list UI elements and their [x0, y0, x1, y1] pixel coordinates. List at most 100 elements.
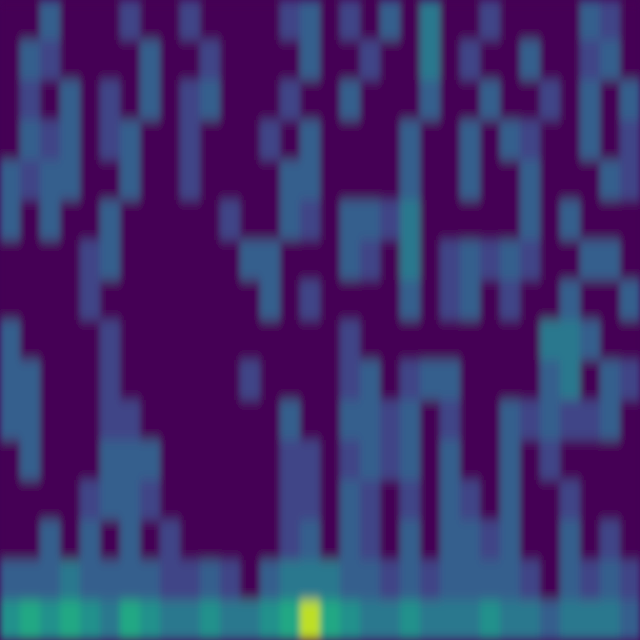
heatmap-cell	[560, 480, 581, 521]
heatmap-cell	[540, 400, 561, 441]
heatmap-cell	[560, 200, 581, 241]
heatmap-cell	[160, 160, 181, 201]
heatmap-cell	[60, 600, 81, 640]
heatmap-cell	[80, 280, 101, 321]
heatmap-cell	[260, 520, 281, 561]
heatmap-cell	[560, 560, 581, 601]
heatmap-cell	[540, 120, 561, 161]
heatmap-cell	[320, 40, 341, 81]
heatmap-cell	[560, 360, 581, 401]
heatmap-cell	[280, 480, 301, 521]
heatmap-cell	[360, 440, 381, 481]
heatmap-cell	[400, 440, 421, 481]
heatmap-cell	[60, 320, 81, 361]
heatmap-cell	[400, 360, 421, 401]
heatmap-cell	[60, 40, 81, 81]
heatmap-cell	[420, 240, 441, 281]
heatmap-cell	[260, 560, 281, 601]
heatmap-cell	[0, 280, 21, 321]
heatmap-cell	[580, 80, 601, 121]
heatmap-cell	[340, 40, 361, 81]
heatmap-cell	[520, 40, 541, 81]
heatmap-cell	[480, 360, 501, 401]
heatmap-cell	[420, 440, 441, 481]
heatmap-cell	[460, 400, 481, 441]
heatmap-cell	[240, 200, 261, 241]
heatmap-cell	[440, 280, 461, 321]
heatmap-cell	[20, 600, 41, 640]
heatmap-cell	[120, 40, 141, 81]
heatmap-cell	[400, 160, 421, 201]
heatmap-cell	[0, 120, 21, 161]
heatmap-cell	[240, 600, 261, 640]
heatmap-cell	[460, 120, 481, 161]
heatmap-cell	[400, 400, 421, 441]
chart	[0, 0, 640, 640]
heatmap-cell	[540, 0, 561, 41]
heatmap-cell	[620, 40, 640, 81]
heatmap-cell	[460, 520, 481, 561]
heatmap-cell	[0, 40, 21, 81]
heatmap-cell	[440, 0, 461, 41]
heatmap-cell	[540, 320, 561, 361]
heatmap-cell	[180, 0, 201, 41]
heatmap-cell	[620, 320, 640, 361]
heatmap-cell	[500, 0, 521, 41]
heatmap-cell	[260, 240, 281, 281]
heatmap-cell	[400, 0, 421, 41]
heatmap-cell	[500, 280, 521, 321]
heatmap-cell	[420, 520, 441, 561]
heatmap-cell	[320, 280, 341, 321]
heatmap-cell	[480, 40, 501, 81]
heatmap-cell	[520, 360, 541, 401]
heatmap-cell	[500, 160, 521, 201]
heatmap-cell	[360, 480, 381, 521]
heatmap-cell	[140, 240, 161, 281]
heatmap-cell	[120, 400, 141, 441]
heatmap-cell	[240, 520, 261, 561]
heatmap-cell	[180, 600, 201, 640]
heatmap-cell	[540, 600, 561, 640]
heatmap-cell	[540, 560, 561, 601]
heatmap-cell	[440, 440, 461, 481]
heatmap-cell	[520, 320, 541, 361]
heatmap-cell	[440, 520, 461, 561]
heatmap-cell	[100, 240, 121, 281]
heatmap-cell	[520, 80, 541, 121]
heatmap-cell	[580, 200, 601, 241]
heatmap-cell	[140, 320, 161, 361]
heatmap-cell	[560, 0, 581, 41]
heatmap-cell	[0, 0, 21, 41]
heatmap-cell	[380, 480, 401, 521]
heatmap-cell	[280, 80, 301, 121]
heatmap-cell	[200, 160, 221, 201]
heatmap-cell	[100, 200, 121, 241]
heatmap-cell	[200, 400, 221, 441]
heatmap-cell	[280, 0, 301, 41]
heatmap-cell	[40, 440, 61, 481]
heatmap-cell	[20, 320, 41, 361]
plot-background	[0, 0, 640, 640]
heatmap-cell	[180, 240, 201, 281]
heatmap-cell	[180, 160, 201, 201]
heatmap-cell	[500, 400, 521, 441]
heatmap-cell	[20, 440, 41, 481]
heatmap-cell	[300, 80, 321, 121]
heatmap-cell	[320, 480, 341, 521]
heatmap-cell	[520, 280, 541, 321]
heatmap-cell	[320, 160, 341, 201]
heatmap-cell	[200, 360, 221, 401]
heatmap-cell	[440, 560, 461, 601]
heatmap-cell	[80, 0, 101, 41]
heatmap-cell	[100, 280, 121, 321]
heatmap-cell	[520, 120, 541, 161]
heatmap-cell	[80, 560, 101, 601]
heatmap-cell	[60, 160, 81, 201]
heatmap-cell	[0, 160, 21, 201]
heatmap-cell	[460, 80, 481, 121]
heatmap-cell	[80, 400, 101, 441]
heatmap-cell	[240, 560, 261, 601]
heatmap-cell	[260, 200, 281, 241]
heatmap-cell	[460, 40, 481, 81]
heatmap-cell	[140, 600, 161, 640]
